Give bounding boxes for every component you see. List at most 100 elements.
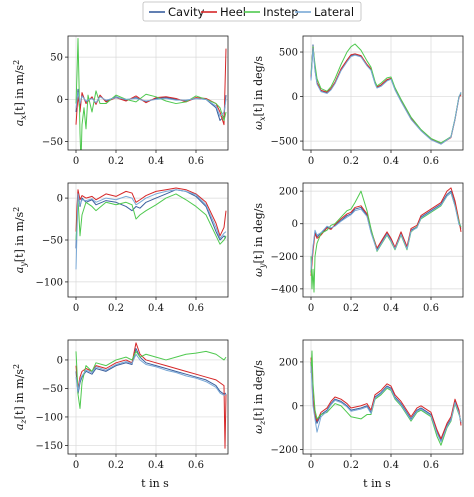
x-tick-label: 0.4 — [148, 460, 164, 471]
y-tick-label: −50 — [42, 236, 63, 247]
y-tick-label: −200 — [271, 252, 298, 263]
legend-label: Cavity — [168, 5, 205, 19]
series-line-lateral — [75, 92, 227, 117]
x-tick-label: 0.6 — [423, 303, 439, 314]
series-line-heel — [75, 48, 227, 126]
x-tick-label: 0.4 — [383, 303, 399, 314]
series-group — [310, 350, 462, 446]
y-axis-label: ay[t] in m/s2 — [12, 207, 28, 274]
legend-entry-instep: Instep — [244, 5, 299, 19]
plot-frame — [67, 35, 229, 151]
plot-frame — [302, 35, 464, 151]
x-axis-label-left: t in s — [141, 477, 169, 490]
y-tick-label: 0 — [292, 92, 298, 103]
legend-label: Lateral — [314, 5, 354, 19]
x-tick-label: 0 — [73, 460, 79, 471]
x-tick-label: 0.2 — [343, 460, 359, 471]
x-tick-label: 0.2 — [343, 156, 359, 167]
series-line-lateral — [75, 353, 227, 396]
grid — [68, 340, 228, 454]
y-axis-label: ax[t] in m/s2 — [12, 60, 28, 127]
series-line-cavity — [310, 44, 462, 145]
x-tick-label: 0.4 — [148, 156, 164, 167]
y-tick-label: 200 — [279, 187, 298, 198]
x-tick-label: 0.2 — [108, 156, 124, 167]
series-line-instep — [310, 43, 462, 144]
panel-ax: 0 0.2 0.4 0.6 −50 0 50 ax[t] in m/s2 — [12, 35, 229, 167]
x-tick-label: 0 — [308, 460, 314, 471]
x-tick-label: 0.6 — [188, 156, 204, 167]
series-line-heel — [310, 187, 462, 276]
series-line-instep — [310, 350, 462, 446]
x-tick-label: 0 — [73, 303, 79, 314]
y-tick-label: −100 — [36, 277, 63, 288]
series-group — [310, 187, 462, 293]
panel-wy: 0 0.2 0.4 0.6 −400 −200 0 200 ωy[t] in deg/s — [252, 182, 464, 314]
x-tick-label: 0.6 — [423, 460, 439, 471]
x-tick-label: 0.4 — [383, 460, 399, 471]
y-axis-label: ωx[t] in deg/s — [252, 56, 267, 130]
y-tick-label: −200 — [271, 445, 298, 456]
y-axis-label: ωy[t] in deg/s — [252, 203, 267, 277]
y-tick-label: 50 — [50, 53, 63, 64]
y-tick-label: 500 — [279, 48, 298, 59]
series-line-cavity — [75, 348, 227, 395]
x-tick-label: 0.6 — [188, 460, 204, 471]
x-tick-label: 0.4 — [148, 303, 164, 314]
legend-label: Instep — [263, 5, 299, 19]
x-tick-label: 0.2 — [108, 303, 124, 314]
series-line-instep — [75, 193, 227, 245]
y-tick-label: 0 — [292, 401, 298, 412]
y-tick-label: −400 — [271, 284, 298, 295]
series-line-lateral — [310, 47, 462, 145]
series-group — [310, 43, 462, 145]
series-group — [75, 38, 227, 150]
series-line-instep — [310, 190, 462, 293]
y-tick-label: 0 — [292, 219, 298, 230]
y-tick-label: 0 — [57, 355, 63, 366]
y-tick-label: −50 — [42, 137, 63, 148]
series-line-lateral — [310, 366, 462, 443]
y-tick-label: 200 — [279, 357, 298, 368]
y-tick-label: −150 — [36, 441, 63, 452]
x-tick-label: 0.6 — [188, 303, 204, 314]
series-group — [75, 187, 227, 270]
y-tick-label: −100 — [36, 412, 63, 423]
y-axis-label: az[t] in m/s2 — [12, 364, 28, 430]
y-tick-label: −50 — [42, 384, 63, 395]
plot-frame — [302, 339, 464, 455]
x-tick-label: 0.6 — [423, 156, 439, 167]
panel-wx: 0 0.2 0.4 0.6 −500 0 500 ωx[t] in deg/s — [252, 35, 464, 167]
legend-entry-lateral: Lateral — [295, 5, 354, 19]
x-tick-label: 0.2 — [108, 460, 124, 471]
x-axis-label-right: t in s — [363, 477, 391, 490]
x-tick-label: 0 — [308, 156, 314, 167]
panel-ay: 0 0.2 0.4 0.6 −100 −50 0 ay[t] in m/s2 — [12, 182, 229, 314]
x-tick-label: 0.2 — [343, 303, 359, 314]
series-line-instep — [75, 350, 227, 409]
y-tick-label: 0 — [57, 95, 63, 106]
series-line-cavity — [75, 88, 227, 121]
panel-wz: 0 0.2 0.4 0.6 −200 0 200 ωz[t] in deg/s — [252, 339, 464, 471]
legend-entry-heel: Heel — [201, 5, 246, 19]
grid — [68, 36, 228, 150]
plot-frame — [67, 339, 229, 455]
series-group — [75, 342, 227, 449]
series-line-heel — [310, 357, 462, 440]
panel-az: 0 0.2 0.4 0.6 −150 −100 −50 0 az[t] in m/s2 — [12, 339, 229, 471]
legend-entry-cavity: Cavity — [149, 5, 205, 19]
series-line-cavity — [310, 190, 462, 273]
legend: Cavity Heel Instep Lateral — [142, 1, 362, 22]
y-tick-label: 0 — [57, 194, 63, 205]
y-tick-label: −500 — [271, 137, 298, 148]
grid — [303, 183, 463, 297]
x-tick-label: 0 — [308, 303, 314, 314]
series-line-heel — [310, 46, 462, 145]
x-tick-label: 0 — [73, 156, 79, 167]
series-line-cavity — [75, 189, 227, 249]
plot-frame — [302, 182, 464, 298]
series-line-heel — [75, 342, 227, 449]
legend-label: Heel — [220, 5, 246, 19]
series-line-lateral — [75, 189, 227, 270]
